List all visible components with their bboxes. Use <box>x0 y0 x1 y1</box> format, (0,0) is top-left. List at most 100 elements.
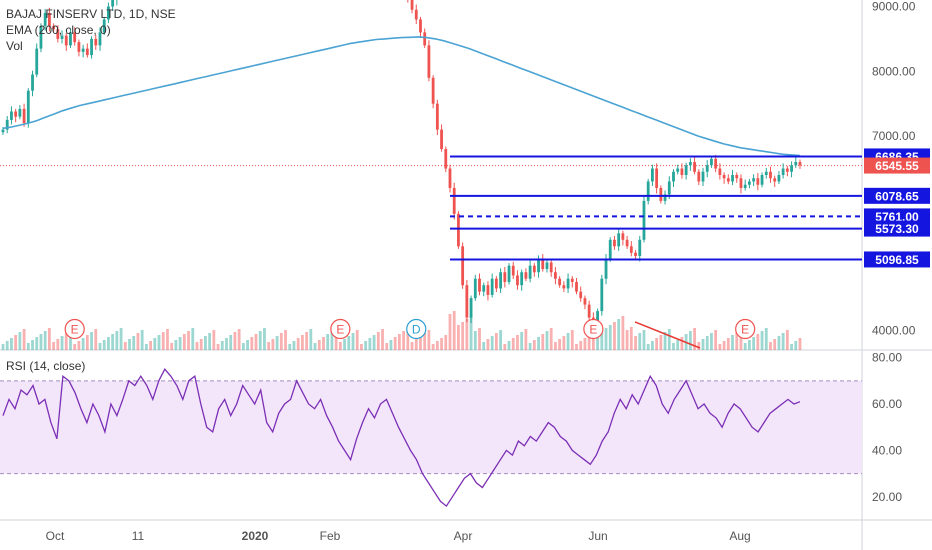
volume-bar <box>794 341 798 350</box>
volume-bar <box>562 336 566 350</box>
volume-bar <box>140 330 144 350</box>
volume-bar <box>258 331 262 350</box>
volume-bar <box>634 336 637 350</box>
volume-bar <box>579 341 583 350</box>
volume-bar <box>153 338 157 350</box>
price-tick-label: 8000.00 <box>872 64 916 78</box>
level-label-bg <box>864 187 930 204</box>
volume-bar <box>263 328 266 350</box>
volume-bar <box>486 339 490 350</box>
candle-body <box>435 103 439 130</box>
candle-body <box>634 252 637 257</box>
candle-body <box>5 119 9 130</box>
volume-bar <box>646 344 650 350</box>
candle-body <box>655 168 659 188</box>
volume-bar <box>667 329 671 350</box>
candle-body <box>541 259 545 269</box>
chart-legend: BAJAJ FINSERV LTD, 1D, NSE EMA (200, clo… <box>6 6 176 54</box>
candle-body <box>617 233 621 247</box>
volume-bar <box>161 332 165 350</box>
volume-bar <box>419 336 422 350</box>
candle-body <box>94 38 98 46</box>
candle-body <box>558 278 562 286</box>
volume-bar <box>220 341 224 350</box>
candle-body <box>511 265 515 276</box>
candle-body <box>410 0 414 10</box>
level-label-bg <box>864 220 930 237</box>
candle-body <box>714 158 718 169</box>
volume-bar <box>735 332 739 350</box>
rsi-legend[interactable]: RSI (14, close) <box>6 359 86 373</box>
volume-bar <box>575 344 578 350</box>
candle-body <box>507 265 511 282</box>
volume-bar <box>368 338 372 350</box>
candle-body <box>64 35 68 46</box>
volume-bar <box>659 335 663 350</box>
volume-bar <box>313 343 317 350</box>
volume-bar <box>347 336 351 350</box>
time-tick-label: Oct <box>46 529 65 543</box>
volume-bar <box>756 334 760 350</box>
volume-bar <box>423 333 427 350</box>
volume-bar <box>191 328 195 350</box>
candle-body <box>554 272 557 279</box>
volume-bar <box>275 336 279 350</box>
event-marker <box>330 318 351 340</box>
volume-bar <box>322 337 325 350</box>
volume-bar <box>326 334 330 350</box>
last-price-tag-bg <box>864 157 930 174</box>
candle-body <box>494 278 498 289</box>
volume-bar <box>267 342 271 350</box>
volume-bar <box>212 330 216 350</box>
volume-legend[interactable]: Vol <box>6 39 23 53</box>
volume-bar <box>414 339 418 350</box>
ema-200-path <box>2 36 801 157</box>
volume-bar <box>697 342 701 350</box>
volume-bar <box>69 330 72 350</box>
candle-body <box>31 74 34 91</box>
candle-body <box>773 178 777 182</box>
candle-body <box>478 278 481 292</box>
volume-bar <box>499 330 502 350</box>
volume-bar <box>608 325 612 350</box>
volume-bar <box>520 332 524 350</box>
volume-bar <box>170 343 174 350</box>
event-marker-label: E <box>741 323 749 337</box>
volume-bar <box>355 330 359 350</box>
volume-bar <box>22 329 26 350</box>
volume-bar <box>43 331 47 350</box>
symbol-title[interactable]: BAJAJ FINSERV LTD, 1D, NSE <box>6 7 176 21</box>
volume-bar <box>364 341 368 350</box>
candle-body <box>566 278 570 289</box>
candle-body <box>107 6 110 20</box>
candle-body <box>760 175 764 185</box>
time-tick-label: Jun <box>588 529 607 543</box>
candle-body <box>102 19 106 33</box>
candle-body <box>604 259 608 279</box>
volume-bar <box>47 328 51 350</box>
event-marker <box>64 318 85 340</box>
volume-bar <box>790 344 793 350</box>
time-tick-label: 11 <box>132 529 145 543</box>
rsi-tick-label: 60.00 <box>872 397 902 411</box>
volume-bar <box>680 337 684 350</box>
candle-body <box>1 129 5 133</box>
volume-bar <box>431 344 435 350</box>
candle-body <box>427 45 431 78</box>
volume-bar <box>402 331 406 350</box>
candle-body <box>90 38 93 56</box>
volume-bar <box>204 336 207 350</box>
candle-body <box>718 168 722 175</box>
candle-body <box>667 181 671 195</box>
volume-bar <box>752 337 756 350</box>
volume-bar <box>482 342 486 350</box>
volume-bar <box>102 340 106 350</box>
event-marker-label: D <box>412 323 421 337</box>
candle-body <box>10 111 13 120</box>
ema-legend[interactable]: EMA (200, close, 0) <box>6 23 111 37</box>
candle-body <box>524 272 528 279</box>
volume-bar <box>136 333 140 350</box>
candle-body <box>56 29 60 39</box>
volume-bar <box>393 337 397 350</box>
